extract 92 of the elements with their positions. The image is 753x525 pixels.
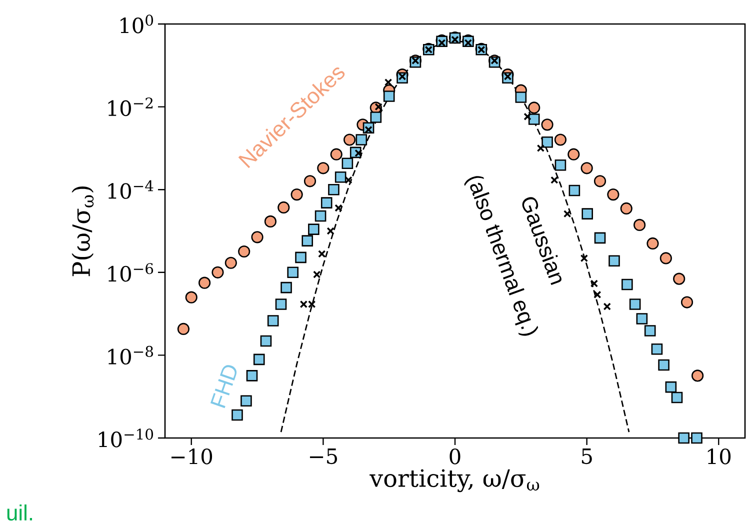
point bbox=[658, 359, 670, 371]
y-tick-label: 10$^{0}$ bbox=[120, 14, 154, 34]
point bbox=[542, 136, 553, 148]
y-tick-label: 10$^{−6}$ bbox=[108, 263, 154, 282]
point bbox=[629, 298, 641, 310]
point bbox=[554, 134, 567, 146]
point bbox=[251, 231, 264, 244]
x-tick-label: −10 bbox=[172, 448, 212, 464]
x-axis-title: vorticity, ω/σ$_{ω}$ bbox=[370, 469, 540, 492]
point bbox=[603, 302, 611, 310]
point bbox=[568, 184, 580, 196]
point bbox=[302, 235, 314, 246]
point bbox=[554, 159, 566, 171]
x-tick-label: 0 bbox=[450, 448, 460, 464]
point bbox=[295, 252, 306, 264]
x-tick-label: −5 bbox=[310, 448, 337, 464]
point bbox=[280, 282, 292, 294]
point bbox=[290, 188, 303, 201]
point bbox=[536, 144, 545, 152]
point bbox=[660, 252, 672, 264]
point bbox=[238, 245, 250, 258]
point bbox=[326, 227, 334, 235]
point bbox=[383, 90, 395, 102]
point bbox=[665, 381, 677, 393]
text: uil. bbox=[7, 504, 32, 521]
point bbox=[275, 298, 287, 310]
point bbox=[267, 315, 279, 326]
point bbox=[515, 92, 527, 103]
point bbox=[594, 175, 606, 188]
point bbox=[334, 204, 342, 212]
point bbox=[312, 270, 321, 278]
point bbox=[356, 134, 368, 146]
point bbox=[671, 392, 683, 404]
point bbox=[177, 322, 190, 336]
point bbox=[328, 184, 340, 196]
point bbox=[318, 250, 326, 258]
point bbox=[344, 176, 352, 184]
x-tick-label: 5 bbox=[582, 448, 592, 464]
point bbox=[580, 254, 588, 262]
point bbox=[232, 409, 243, 421]
point bbox=[607, 188, 620, 201]
point bbox=[644, 325, 656, 336]
point bbox=[384, 78, 392, 86]
point bbox=[334, 171, 346, 183]
point bbox=[246, 370, 258, 382]
point bbox=[608, 255, 620, 267]
y-tick-label: 10$^{−8}$ bbox=[108, 346, 153, 365]
point bbox=[320, 197, 332, 208]
point bbox=[185, 291, 198, 304]
point bbox=[568, 148, 580, 160]
point bbox=[528, 102, 540, 114]
point bbox=[528, 114, 540, 125]
point bbox=[198, 276, 211, 289]
point bbox=[370, 112, 382, 123]
point bbox=[582, 208, 593, 220]
point bbox=[691, 432, 702, 444]
point bbox=[524, 112, 532, 120]
point bbox=[594, 290, 602, 299]
point bbox=[224, 256, 237, 269]
point bbox=[260, 335, 272, 347]
point bbox=[594, 232, 606, 244]
point bbox=[651, 344, 663, 355]
point bbox=[580, 162, 593, 174]
point bbox=[308, 224, 320, 235]
point bbox=[278, 201, 290, 214]
point bbox=[678, 432, 690, 444]
point bbox=[550, 176, 558, 184]
point bbox=[634, 218, 646, 232]
y-tick-label: 10$^{−2}$ bbox=[108, 97, 153, 116]
point bbox=[620, 202, 632, 215]
point bbox=[541, 118, 554, 131]
point bbox=[304, 175, 316, 188]
point bbox=[287, 266, 299, 278]
point bbox=[646, 237, 659, 250]
y-axis-title: P(ω/σ$_{ω}$) bbox=[72, 186, 94, 276]
point bbox=[253, 354, 265, 366]
point bbox=[673, 272, 686, 285]
point bbox=[212, 266, 224, 278]
point bbox=[680, 296, 694, 308]
point bbox=[636, 313, 648, 324]
point bbox=[692, 370, 704, 382]
point bbox=[314, 210, 326, 222]
text: FHD bbox=[210, 365, 237, 408]
point bbox=[563, 210, 572, 218]
point bbox=[354, 149, 362, 158]
point bbox=[590, 280, 598, 288]
point bbox=[264, 215, 277, 228]
y-tick-label: 10$^{−4}$ bbox=[108, 180, 154, 199]
x-tick-label: 10 bbox=[708, 448, 731, 464]
y-tick-label: 10$^{−10}$ bbox=[99, 428, 154, 448]
point bbox=[240, 395, 252, 406]
point bbox=[622, 278, 633, 290]
